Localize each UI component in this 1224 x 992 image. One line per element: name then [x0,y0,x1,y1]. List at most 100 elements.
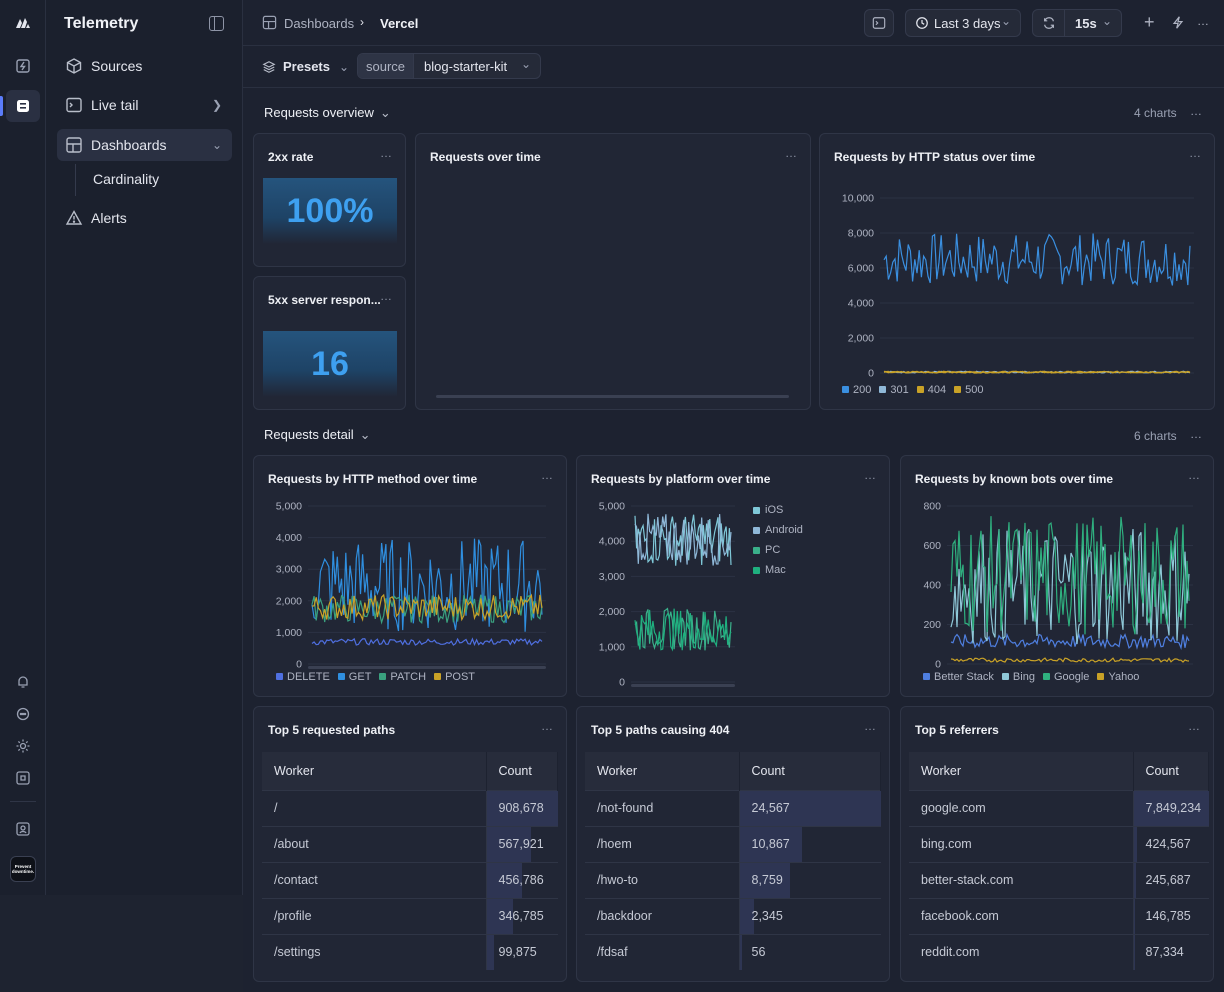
more-icon[interactable]: … [864,468,877,482]
more-icon[interactable]: … [1197,14,1209,28]
more-icon[interactable]: … [864,719,877,733]
chat-icon[interactable] [12,703,34,725]
table-row[interactable]: /hoem 10,867 [585,825,881,862]
more-icon[interactable]: … [541,468,554,482]
sun-icon[interactable] [12,735,34,757]
table-row[interactable]: /backdoor 2,345 [585,897,881,934]
table-row[interactable]: /fdsaf 56 [585,933,881,970]
count-value: 424,567 [1145,837,1191,851]
add-icon[interactable]: + [1144,12,1155,32]
legend-item[interactable]: 301 [879,384,909,396]
terminal-button[interactable] [864,9,894,37]
source-filter[interactable]: source blog-starter-kit ⌄ [357,53,541,79]
more-icon[interactable]: … [541,719,554,733]
scrollbar[interactable] [631,684,735,687]
uptime-icon[interactable] [12,55,34,77]
logo-icon[interactable] [12,12,34,34]
more-icon[interactable]: … [1190,427,1202,441]
refresh-select[interactable]: 15s ⌄ [1032,9,1122,37]
more-icon[interactable]: … [1190,104,1202,118]
legend-swatch [1042,673,1050,680]
legend-item[interactable]: Android [753,520,803,540]
legend-item[interactable]: Bing [1001,671,1035,683]
column-header[interactable]: Worker [585,752,740,790]
column-header[interactable]: Worker [909,752,1134,790]
series-line-get [311,538,543,632]
table-row[interactable]: /contact 456,786 [262,861,558,898]
more-icon[interactable]: … [1189,146,1202,160]
time-range-select[interactable]: Last 3 days ⌄ [905,9,1021,37]
telemetry-icon[interactable] [12,95,34,117]
legend-item[interactable]: DELETE [276,671,330,683]
sidebar-item-alerts[interactable]: Alerts [57,202,232,234]
row-key: / [262,789,486,826]
series-line-ios [634,514,732,566]
tree-line [75,164,76,196]
row-count: 56 [738,933,881,970]
legend-label: 500 [965,384,984,396]
row-key: /contact [262,861,486,898]
legend-item[interactable]: Google [1042,671,1089,683]
sidebar-item-sources[interactable]: Sources [57,50,232,82]
sidebar-item-cardinality[interactable]: Cardinality [93,171,160,187]
legend-item[interactable]: iOS [753,500,803,520]
lightning-icon[interactable] [1171,15,1185,30]
table-row[interactable]: reddit.com 87,334 [909,933,1209,970]
table-row[interactable]: facebook.com 146,785 [909,897,1209,934]
legend-item[interactable]: 404 [916,384,946,396]
dashboard-icon [262,15,277,30]
legend-item[interactable]: POST [434,671,475,683]
legend-item[interactable]: Mac [753,560,803,580]
legend-item[interactable]: Better Stack [923,671,994,683]
legend-item[interactable]: PC [753,540,803,560]
table-row[interactable]: bing.com 424,567 [909,825,1209,862]
breadcrumb-current: Vercel [380,16,419,31]
table-row[interactable]: /hwo-to 8,759 [585,861,881,898]
more-icon[interactable]: … [380,146,393,160]
chevron-down-icon: ⌄ [379,105,391,120]
sidebar-item-dashboards[interactable]: Dashboards ⌄ [57,129,232,161]
table-row[interactable]: /about 567,921 [262,825,558,862]
table-row[interactable]: /settings 99,875 [262,933,558,970]
table-row[interactable]: /profile 346,785 [262,897,558,934]
legend-item[interactable]: PATCH [379,671,426,683]
more-icon[interactable]: … [1188,468,1201,482]
panel-title: Requests by platform over time [591,472,771,486]
table-row[interactable]: better-stack.com 245,687 [909,861,1209,898]
legend-item[interactable]: 500 [954,384,983,396]
sidebar-item-live-tail[interactable]: Live tail ❯ [57,89,232,121]
command-icon[interactable] [12,767,34,789]
table-row[interactable]: google.com 7,849,234 [909,789,1209,826]
refresh-icon[interactable] [1033,10,1065,36]
column-header[interactable]: Worker [262,752,487,790]
y-tick-label: 1,000 [599,641,625,653]
scrollbar[interactable] [436,395,789,398]
legend-swatch [434,673,442,680]
bell-icon[interactable] [12,671,34,693]
column-header[interactable]: Count [1133,752,1209,790]
collapse-sidebar-icon[interactable] [209,16,224,31]
presets-button[interactable]: Presets ⌄ [262,59,349,74]
legend-item[interactable]: GET [337,671,372,683]
count-value: 245,687 [1145,873,1191,887]
user-icon[interactable] [12,818,34,840]
column-header[interactable]: Count [739,752,881,790]
rail-divider [10,801,36,802]
column-header[interactable]: Count [486,752,558,790]
more-icon[interactable]: … [785,146,798,160]
table-row[interactable]: / 908,678 [262,789,558,826]
more-icon[interactable]: … [380,289,393,303]
section-requests-overview[interactable]: Requests overview ⌄ [264,105,391,121]
legend-label: GET [348,671,372,683]
count-value: 10,867 [751,837,790,851]
legend-item[interactable]: Yahoo [1097,671,1139,683]
scrollbar[interactable] [308,666,546,669]
row-count: 424,567 [1132,825,1209,862]
team-avatar[interactable]: Prevent downtime. [10,856,36,882]
table-row[interactable]: /not-found 24,567 [585,789,881,826]
section-requests-detail[interactable]: Requests detail ⌄ [264,427,371,443]
more-icon[interactable]: … [1188,719,1201,733]
legend-item[interactable]: 200 [842,384,871,396]
y-tick-label: 4,000 [276,532,302,544]
breadcrumb-dashboards[interactable]: Dashboards [284,16,355,31]
